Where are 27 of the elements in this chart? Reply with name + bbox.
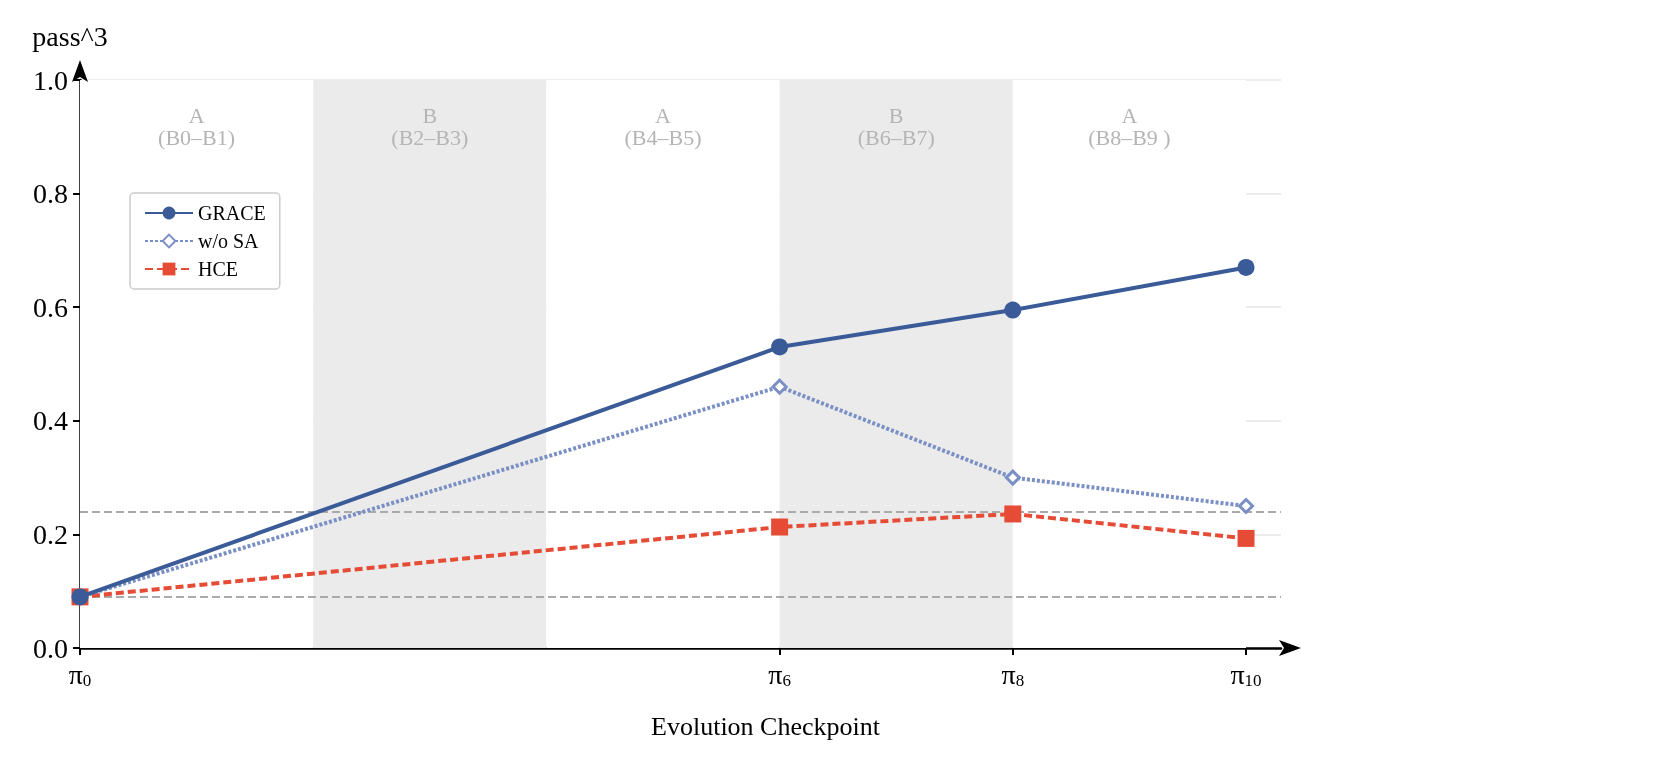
point: [1237, 529, 1255, 547]
x-tick-label: π6: [768, 659, 791, 690]
x-tick-label: π10: [1230, 659, 1262, 690]
x-tick-label: π8: [1001, 659, 1025, 690]
y-tick-label: 0.6: [33, 291, 68, 323]
band-label: A (B0–B1): [158, 102, 236, 150]
point: [771, 378, 788, 395]
band-label: A (B8–B9 ): [1088, 102, 1171, 150]
legend-label: HCE: [198, 258, 238, 280]
y-tick-label: 0.2: [33, 518, 68, 550]
y-tick-label: 0.0: [33, 632, 68, 664]
point: [1004, 505, 1022, 523]
legend-label: GRACE: [198, 202, 266, 224]
y-tick-label: 0.8: [33, 178, 68, 210]
band-label: A (B4–B5): [624, 102, 702, 150]
point: [771, 518, 789, 536]
x-axis-title: Evolution Checkpoint: [651, 711, 881, 741]
x-tick-label: π0: [68, 659, 92, 690]
y-axis-title: pass^3: [32, 20, 108, 52]
point: [1004, 469, 1021, 486]
y-tick-label: 0.4: [33, 405, 68, 437]
point: [1237, 258, 1255, 276]
legend-label: w/o SA: [198, 230, 260, 252]
point: [1004, 301, 1022, 319]
point: [771, 338, 789, 356]
y-tick-label: 1.0: [33, 64, 68, 96]
point: [1238, 498, 1255, 514]
